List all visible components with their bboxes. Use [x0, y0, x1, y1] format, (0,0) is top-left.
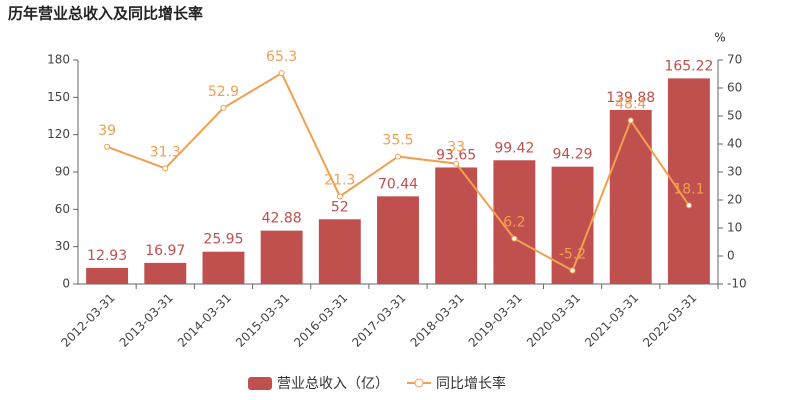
- y-tick-label: 30: [55, 239, 70, 253]
- bar: [86, 267, 129, 284]
- chart-title: 历年营业总收入及同比增长率: [8, 5, 203, 23]
- bar-value-label: 52: [331, 199, 349, 215]
- line-value-label: 65.3: [266, 49, 297, 65]
- line-point: [685, 202, 692, 209]
- y2-tick-label: 0: [727, 249, 735, 263]
- bar-value-label: 25.95: [203, 232, 243, 248]
- x-tick-label: 2014-03-31: [175, 291, 234, 350]
- x-tick-label: 2022-03-31: [640, 291, 699, 350]
- line-value-label: 31.3: [150, 144, 181, 160]
- line-value-label: 48.4: [615, 96, 646, 112]
- x-tick-label: 2019-03-31: [466, 291, 525, 350]
- line-value-label: 33: [447, 140, 465, 156]
- legend-swatch-point: [414, 378, 424, 388]
- line-point: [511, 235, 518, 242]
- y-tick-label: 180: [47, 53, 70, 67]
- line-value-label: 18.1: [673, 181, 704, 197]
- bar: [377, 196, 419, 284]
- y2-tick-label: 20: [727, 193, 742, 207]
- bar-value-label: 93.65: [436, 147, 476, 163]
- bar-value-label: 99.42: [494, 140, 534, 156]
- line-point: [104, 143, 111, 150]
- y2-tick-label: 30: [727, 165, 742, 179]
- bar-value-label: 165.22: [664, 58, 713, 74]
- x-tick-label: 2017-03-31: [349, 291, 408, 350]
- x-tick-label: 2015-03-31: [233, 291, 292, 350]
- y2-tick-label: 50: [727, 109, 742, 123]
- y2-tick-label: 40: [727, 137, 742, 151]
- legend-swatch: [248, 377, 272, 390]
- bar: [260, 230, 303, 284]
- x-tick-label: 2021-03-31: [582, 291, 641, 350]
- line-value-label: 39: [98, 123, 116, 139]
- line-point: [220, 104, 227, 111]
- line-value-label: 52.9: [208, 84, 239, 100]
- line-value-label: -5.2: [559, 247, 586, 263]
- bar: [551, 166, 594, 284]
- bar: [609, 109, 652, 284]
- x-tick-label: 2020-03-31: [524, 291, 583, 350]
- y-tick-label: 60: [55, 202, 70, 216]
- line-value-label: 21.3: [324, 172, 355, 188]
- line-point: [569, 267, 576, 274]
- line-value-label: 6.2: [503, 215, 525, 231]
- bar-value-label: 16.97: [145, 243, 185, 259]
- x-tick-label: 2013-03-31: [117, 291, 176, 350]
- bar-value-label: 42.88: [262, 211, 302, 227]
- line-point: [395, 153, 401, 160]
- bar: [667, 78, 710, 285]
- x-tick-label: 2016-03-31: [291, 291, 350, 350]
- bar: [435, 167, 478, 284]
- bar-value-label: 139.88: [606, 90, 655, 106]
- y-tick-label: 90: [55, 165, 70, 179]
- y2-tick-label: 70: [727, 53, 742, 67]
- bar: [144, 262, 187, 284]
- bar-value-label: 12.93: [87, 248, 127, 264]
- line-value-label: 35.5: [382, 133, 413, 149]
- y-tick-label: 150: [47, 90, 70, 104]
- y2-tick-label: 60: [727, 81, 742, 95]
- line-point: [278, 70, 285, 77]
- bar-value-label: 70.44: [378, 176, 418, 192]
- legend-label: 同比增长率: [436, 375, 506, 392]
- bar-value-label: 94.29: [552, 147, 592, 163]
- x-tick-label: 2012-03-31: [58, 291, 117, 350]
- y2-tick-label: 10: [727, 221, 742, 235]
- line-point: [453, 160, 460, 167]
- y2-axis-label: %: [714, 31, 725, 45]
- y-tick-label: 0: [62, 277, 70, 291]
- bar: [202, 251, 245, 284]
- legend-label: 营业总收入（亿）: [277, 376, 389, 392]
- x-tick-label: 2018-03-31: [408, 291, 467, 350]
- line-point: [336, 193, 343, 200]
- y2-tick-label: -10: [727, 277, 747, 291]
- bar: [318, 219, 361, 284]
- line-point: [162, 165, 169, 172]
- line-point: [627, 117, 634, 124]
- y-tick-label: 120: [47, 127, 70, 141]
